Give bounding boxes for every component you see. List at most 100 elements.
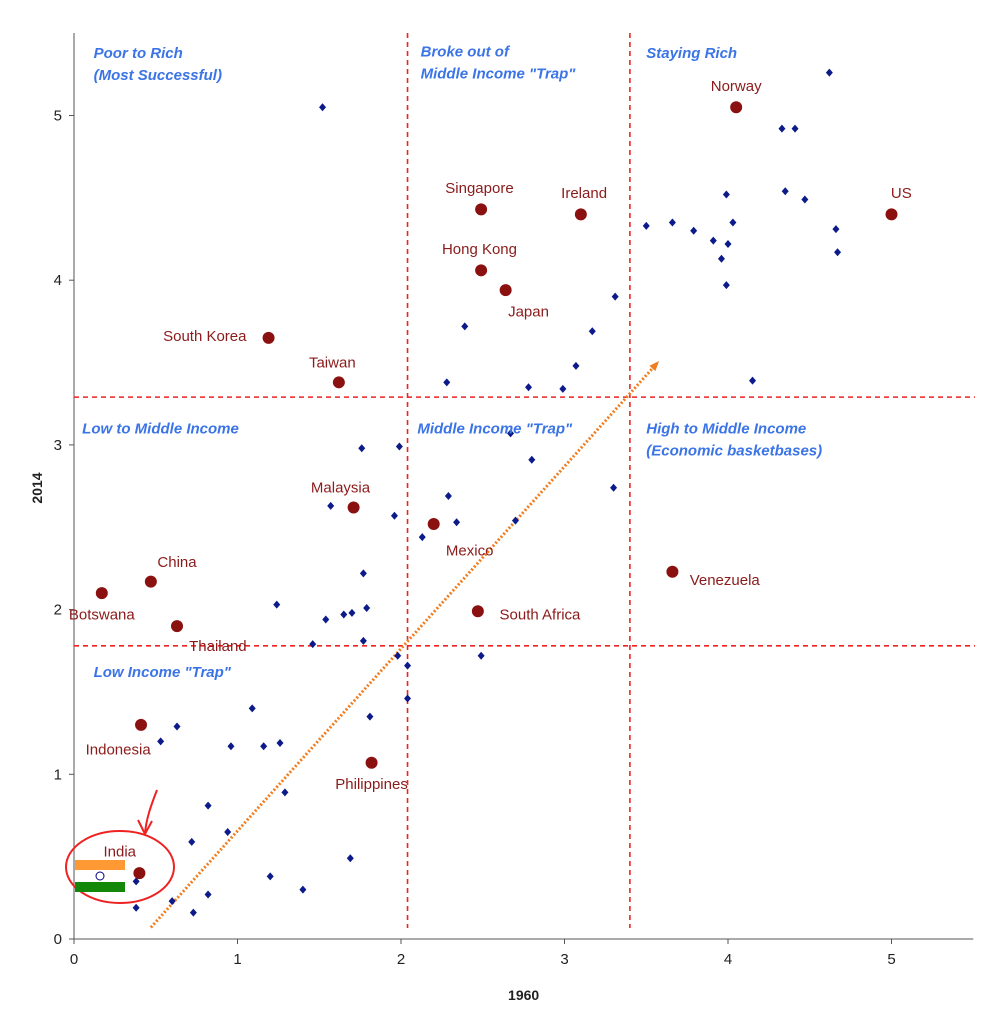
country-label: Norway [711, 78, 762, 95]
country-label: China [157, 554, 197, 571]
x-tick-label: 5 [887, 951, 895, 968]
country-point [135, 718, 148, 731]
y-tick-label: 4 [54, 272, 62, 289]
data-point [791, 124, 799, 133]
india-annotation [65, 789, 175, 904]
country-point [499, 284, 512, 297]
country-point [574, 208, 587, 221]
country-point [133, 867, 146, 880]
country-label: South Africa [500, 607, 582, 624]
data-point [395, 442, 403, 451]
country-point [347, 501, 360, 514]
country-label: Indonesia [86, 742, 152, 759]
axes: 0 1 2 3 4 5 0 1 2 3 4 5 1960 2014 [29, 33, 974, 1003]
country-point [427, 517, 440, 530]
data-points [132, 68, 842, 917]
x-axis-title: 1960 [508, 987, 539, 1003]
data-point [366, 712, 374, 721]
data-point [825, 68, 833, 77]
y-tick-label: 3 [54, 437, 62, 454]
data-point [832, 225, 840, 234]
data-point [404, 661, 412, 670]
country-label: US [891, 185, 912, 202]
y-tick-label: 0 [54, 931, 62, 948]
data-point [281, 788, 289, 797]
quadrant-label: Poor to Rich [94, 45, 183, 62]
data-point [358, 444, 366, 453]
country-point [365, 756, 378, 769]
country-label: Mexico [446, 542, 494, 559]
quadrant-label: Low to Middle Income [82, 420, 239, 437]
data-point [348, 608, 356, 617]
data-point [359, 636, 367, 645]
data-point [801, 195, 809, 204]
country-point [144, 575, 157, 588]
country-point [332, 376, 345, 389]
data-point [224, 827, 232, 836]
india-pointer-arrow [144, 789, 158, 835]
quadrant-label: Middle Income "Trap" [421, 65, 577, 82]
data-point [611, 292, 619, 301]
data-point [168, 897, 176, 906]
country-label: Thailand [189, 638, 247, 655]
trend-arrow [149, 361, 660, 929]
data-point [525, 383, 533, 392]
quadrant-label: High to Middle Income [646, 420, 806, 437]
data-point [276, 739, 284, 748]
data-point [346, 854, 354, 863]
data-point [157, 737, 165, 746]
y-tick-label: 1 [54, 766, 62, 783]
data-point [668, 218, 676, 227]
country-point [666, 565, 679, 578]
x-tick-label: 1 [233, 951, 241, 968]
country-point [730, 101, 743, 114]
quadrant-label: Middle Income "Trap" [417, 420, 573, 437]
data-point [610, 483, 618, 492]
data-point [559, 384, 567, 393]
country-point [475, 203, 488, 216]
india-highlight-circle [65, 830, 175, 904]
country-label: Singapore [445, 180, 513, 197]
data-point [188, 837, 196, 846]
data-point [394, 651, 402, 660]
data-point [443, 378, 451, 387]
data-point [722, 281, 730, 290]
data-point [461, 322, 469, 331]
data-point [359, 569, 367, 578]
data-point [319, 103, 327, 112]
x-tick-label: 0 [70, 951, 78, 968]
data-point [572, 361, 580, 370]
country-label: Hong Kong [442, 241, 517, 258]
data-point [418, 533, 426, 542]
data-point [132, 903, 140, 912]
data-point [322, 615, 330, 624]
country-label: Japan [508, 303, 549, 320]
data-point [477, 651, 485, 660]
data-point [781, 187, 789, 196]
threshold-lines [74, 33, 975, 928]
x-tick-label: 3 [560, 951, 568, 968]
highlighted-countries: Norway US Singapore Ireland Hong Kong Japan So… [69, 78, 912, 880]
country-label: Ireland [561, 185, 607, 202]
data-point [266, 872, 274, 881]
data-point [227, 742, 235, 751]
data-point [327, 501, 335, 510]
quadrant-label: (Economic basketbases) [646, 442, 822, 459]
data-point [749, 376, 757, 385]
data-point [507, 429, 515, 438]
country-point [95, 587, 108, 600]
data-point [248, 704, 256, 713]
data-point [834, 248, 842, 257]
data-point [453, 518, 461, 527]
x-tick-label: 2 [397, 951, 405, 968]
data-point [729, 218, 737, 227]
quadrant-label: Low Income "Trap" [94, 664, 232, 681]
country-label: Philippines [335, 776, 408, 793]
quadrant-label: (Most Successful) [94, 67, 222, 84]
india-pointer-arrowhead [137, 819, 153, 837]
data-point [690, 226, 698, 235]
quadrant-label: Broke out of [421, 43, 511, 60]
y-axis-title: 2014 [29, 472, 45, 503]
data-point [778, 124, 786, 133]
